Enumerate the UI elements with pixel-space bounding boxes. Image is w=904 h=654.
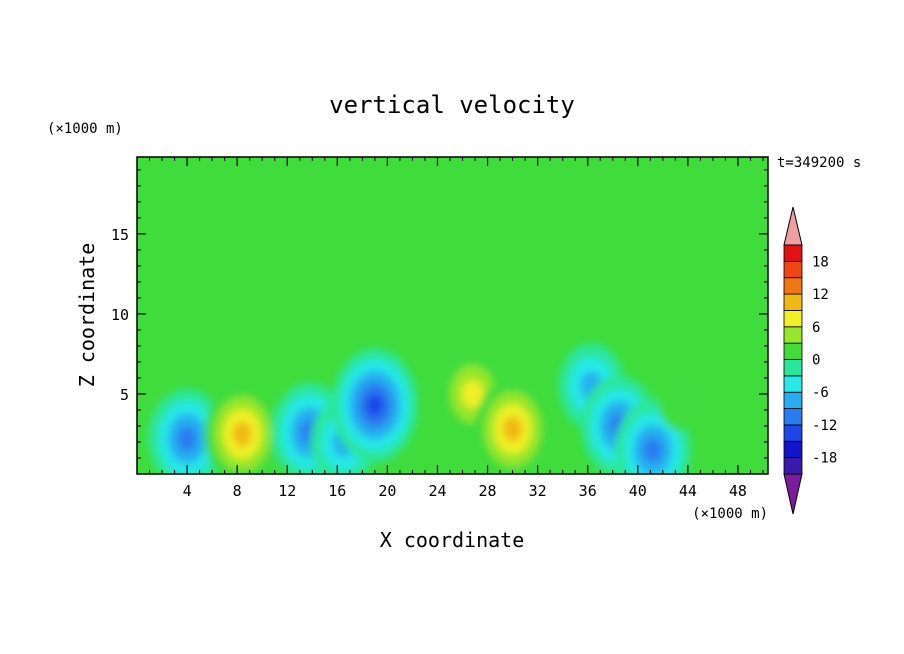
colorbar: 18 12 6 0 -6 -12 -18 [783,206,837,515]
velocity-cell [232,421,252,447]
x-tick-label: 4 [183,482,192,500]
colorbar-segment [783,375,803,393]
colorbar-segment [783,342,803,360]
colorbar-tick-label: -18 [812,451,837,467]
feature-layer [137,342,705,474]
colorbar-tick-label: 0 [812,353,820,369]
x-axis-label: X coordinate [380,528,525,552]
y-tick-label: 10 [111,306,129,324]
colorbar-segment [783,293,803,311]
x-unit-label: (×1000 m) [692,506,768,522]
colorbar-upper-arrow [783,206,803,246]
colorbar-segment [783,260,803,279]
x-tick-label: 28 [479,482,497,500]
y-axis-ticks: 5 10 15 [111,169,768,459]
colorbar-tick-label: 6 [812,320,820,336]
y-tick-label: 5 [120,386,129,404]
colorbar-segment [783,408,803,426]
y-axis-label: Z coordinate [75,243,99,388]
velocity-cell [461,379,484,409]
velocity-cell [658,372,705,431]
colorbar-tick-label: 18 [812,254,829,270]
time-label: t=349200 s [777,155,861,171]
velocity-cell [366,393,384,417]
colorbar-segment [783,326,803,344]
colorbar-segment [783,440,803,459]
colorbar-segment [783,244,803,262]
colorbar-segment [783,391,803,409]
x-tick-label: 36 [579,482,597,500]
x-tick-label: 32 [529,482,547,500]
velocity-cell [503,416,523,442]
x-tick-label: 8 [233,482,242,500]
chart-title: vertical velocity [329,91,575,119]
colorbar-segment [783,359,803,377]
colorbar-segment [783,424,803,442]
x-tick-label: 40 [629,482,647,500]
x-tick-label: 48 [729,482,747,500]
x-tick-label: 16 [328,482,346,500]
x-axis-ticks: 4 8 12 16 20 24 28 32 36 40 44 48 [149,157,764,500]
colorbar-lower-arrow [783,473,803,515]
x-tick-label: 20 [378,482,396,500]
x-tick-label: 44 [679,482,697,500]
colorbar-tick-label: -12 [812,418,837,434]
colorbar-segment [783,457,803,475]
plot-frame [136,156,769,475]
velocity-cell [643,437,663,463]
y-tick-label: 15 [111,226,129,244]
colorbar-segment [783,310,803,328]
colorbar-tick-label: -6 [812,385,829,401]
colorbar-segment [783,277,803,295]
velocity-cell [177,426,197,452]
y-unit-label: (×1000 m) [47,121,123,137]
x-tick-label: 12 [278,482,296,500]
colorbar-tick-label: 12 [812,287,829,303]
x-tick-label: 24 [428,482,446,500]
